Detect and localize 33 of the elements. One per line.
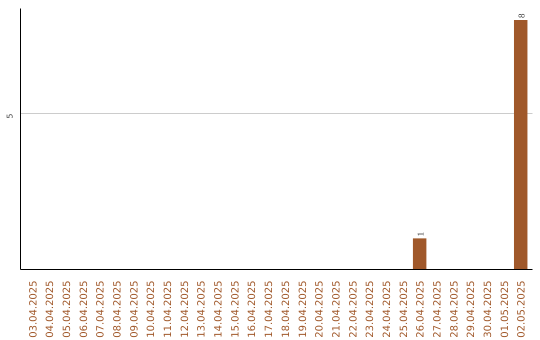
x-tick-label: 14.04.2025 xyxy=(214,280,225,338)
x-tick-label: 12.04.2025 xyxy=(180,280,191,338)
x-tick-label: 24.04.2025 xyxy=(382,280,393,338)
y-tick-label: 5 xyxy=(6,114,14,119)
x-tick-label: 10.04.2025 xyxy=(146,280,158,338)
x-tick-label: 01.05.2025 xyxy=(500,280,511,338)
x-tick-label: 17.04.2025 xyxy=(264,280,276,338)
x-tick-label: 07.04.2025 xyxy=(96,280,107,338)
x-tick-label: 08.04.2025 xyxy=(112,280,124,338)
x-tick-label: 21.04.2025 xyxy=(331,280,342,338)
x-tick-label: 25.04.2025 xyxy=(398,280,410,338)
x-tick-label: 29.04.2025 xyxy=(466,280,478,338)
x-tick-label: 23.04.2025 xyxy=(365,280,376,338)
x-tick-label: 28.04.2025 xyxy=(449,280,460,338)
x-tick-label: 22.04.2025 xyxy=(348,280,360,338)
x-tick-label: 30.04.2025 xyxy=(483,280,494,338)
x-tick-label: 04.04.2025 xyxy=(45,280,56,338)
data-label: 8 xyxy=(516,13,527,18)
x-tick-label: 13.04.2025 xyxy=(196,280,208,338)
x-tick-label: 18.04.2025 xyxy=(280,280,292,338)
x-tick-label: 05.04.2025 xyxy=(62,280,73,338)
x-tick-label: 03.04.2025 xyxy=(28,280,40,338)
x-tick-label: 02.05.2025 xyxy=(516,280,528,338)
x-tick-label: 15.04.2025 xyxy=(230,280,242,338)
x-tick-label: 27.04.2025 xyxy=(432,280,444,338)
x-tick-label: 16.04.2025 xyxy=(247,280,258,338)
x-tick-label: 09.04.2025 xyxy=(129,280,140,338)
x-tick-label: 06.04.2025 xyxy=(78,280,90,338)
x-tick-label: 20.04.2025 xyxy=(314,280,326,338)
data-label: 1 xyxy=(416,232,426,236)
x-tick-label: 26.04.2025 xyxy=(416,280,427,338)
x-tick-label: 11.04.2025 xyxy=(163,280,174,338)
x-tick-label: 19.04.2025 xyxy=(298,280,309,338)
